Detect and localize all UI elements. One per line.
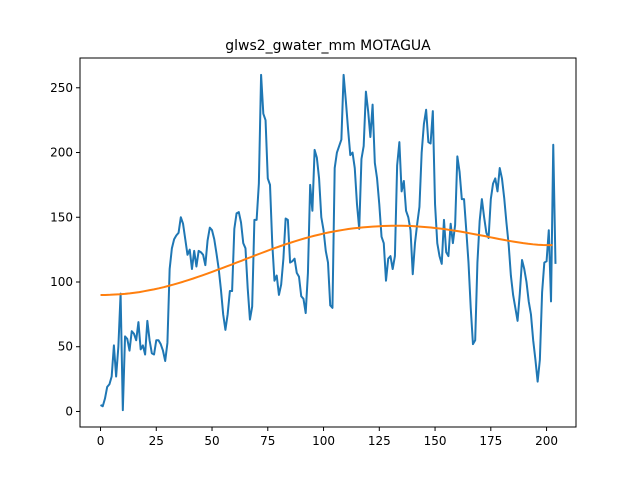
x-tick-label: 75: [260, 434, 275, 448]
x-tick-label: 100: [312, 434, 335, 448]
plot-area: [100, 73, 557, 412]
y-tick-label: 0: [65, 404, 73, 418]
y-tick-label: 200: [50, 146, 73, 160]
x-tick-label: 50: [204, 434, 219, 448]
x-tick-label: 125: [368, 434, 391, 448]
y-tick-label: 50: [58, 340, 73, 354]
y-tick-label: 150: [50, 210, 73, 224]
y-tick-label: 100: [50, 275, 73, 289]
series-line-1: [100, 73, 557, 412]
x-tick-label: 200: [535, 434, 558, 448]
x-axis: 0 25 50 75 100 125 150 175 200: [97, 427, 558, 448]
x-tick-label: 150: [424, 434, 447, 448]
chart-title: glws2_gwater_mm MOTAGUA: [225, 38, 431, 54]
axes-frame: [79, 57, 577, 428]
x-tick-label: 175: [479, 434, 502, 448]
x-tick-label: 0: [97, 434, 105, 448]
y-tick-label: 250: [50, 81, 73, 95]
x-tick-label: 25: [149, 434, 164, 448]
y-axis: 0 50 100 150 200 250: [50, 81, 80, 418]
series-line-2: [100, 224, 553, 296]
